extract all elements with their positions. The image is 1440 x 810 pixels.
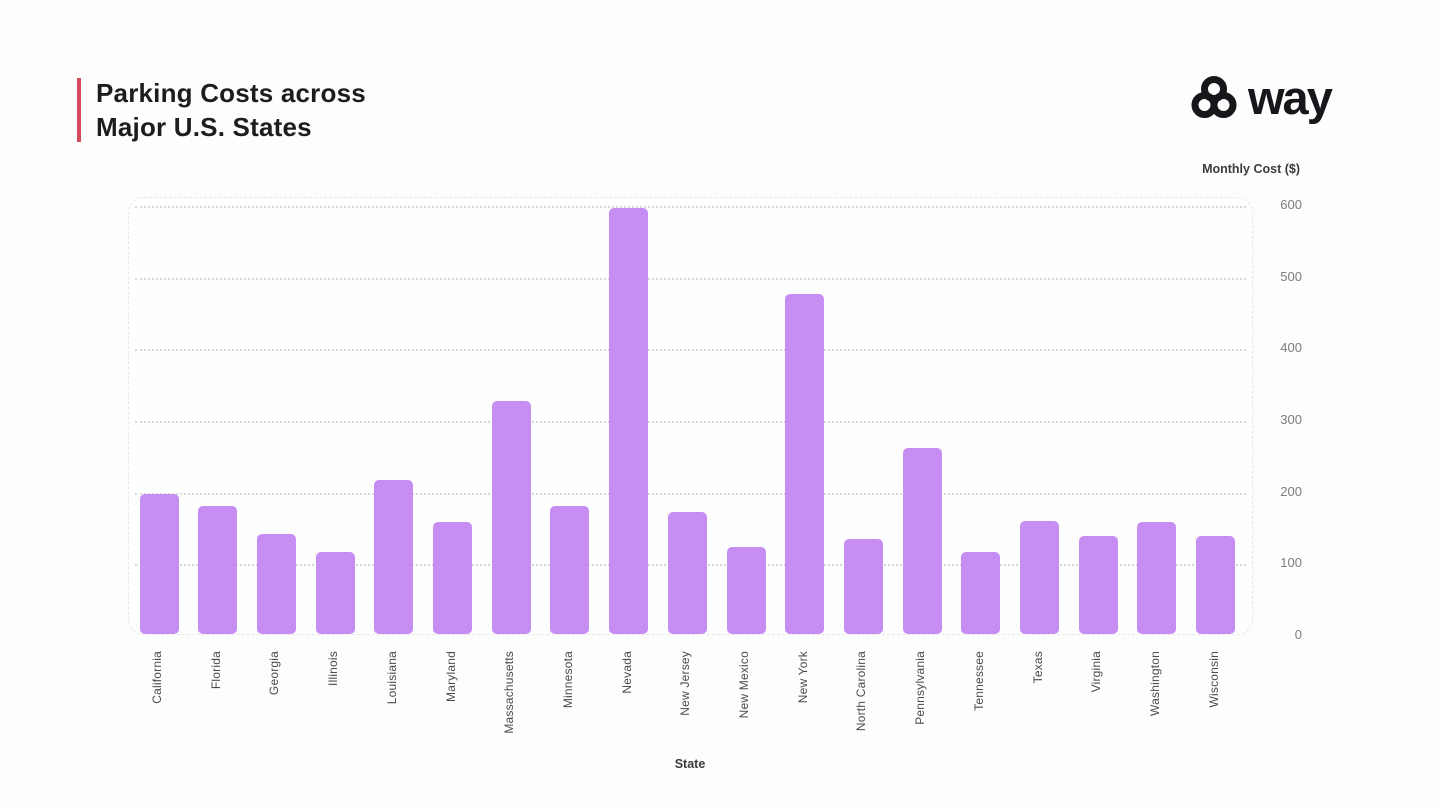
y-tick-0: 0 (1294, 627, 1302, 642)
x-label-maryland: Maryland (443, 651, 458, 702)
x-label-new-york: New York (795, 651, 810, 704)
x-label-washington: Washington (1147, 651, 1162, 716)
bar-maryland (433, 522, 472, 634)
page-title-line-1: Parking Costs across (96, 78, 366, 108)
bar-wisconsin (1196, 535, 1236, 634)
bar-illinois (315, 551, 355, 634)
x-label-massachusetts: Massachusetts (502, 651, 517, 734)
page-title-line-2: Major U.S. States (96, 112, 312, 142)
x-label-nevada: Nevada (619, 651, 634, 694)
bar-north-carolina (843, 538, 883, 634)
bar-tennessee (961, 552, 1001, 634)
x-label-wisconsin: Wisconsin (1206, 651, 1221, 708)
gridline-500 (135, 277, 1246, 280)
y-axis-title: Monthly Cost ($) (1202, 162, 1300, 176)
x-label-north-carolina: North Carolina (854, 651, 869, 732)
title-accent-bar (77, 78, 81, 142)
y-tick-200: 200 (1280, 483, 1302, 499)
x-label-georgia: Georgia (267, 651, 282, 696)
x-label-new-jersey: New Jersey (678, 651, 693, 716)
gridline-200 (135, 492, 1246, 495)
x-label-florida: Florida (208, 651, 223, 690)
bar-washington (1137, 521, 1177, 634)
gridline-600 (135, 206, 1246, 208)
y-tick-600: 600 (1280, 197, 1302, 212)
bar-california (139, 494, 179, 634)
x-label-virginia: Virginia (1089, 651, 1104, 693)
logo-wordmark: way (1248, 71, 1333, 124)
way-rings-icon (1190, 76, 1238, 120)
chart-plot-area (128, 197, 1253, 635)
x-label-minnesota: Minnesota (560, 651, 575, 709)
x-label-new-mexico: New Mexico (737, 651, 751, 719)
bar-new-york (785, 293, 825, 634)
bar-florida (198, 506, 238, 634)
bar-minnesota (550, 506, 590, 634)
x-label-pennsylvania: Pennsylvania (913, 651, 928, 725)
x-label-tennessee: Tennessee (971, 651, 986, 711)
way-logo: way (1190, 71, 1333, 124)
bar-massachusetts (491, 401, 531, 634)
x-label-illinois: Illinois (326, 651, 341, 686)
y-tick-500: 500 (1280, 268, 1302, 284)
page-title: Parking Costs across Major U.S. States (96, 76, 366, 144)
bar-georgia (256, 533, 296, 634)
bar-new-jersey (667, 512, 707, 634)
bar-virginia (1078, 535, 1118, 634)
bar-nevada (609, 207, 649, 634)
gridline-400 (135, 349, 1246, 352)
y-tick-100: 100 (1280, 555, 1302, 571)
y-tick-300: 300 (1280, 412, 1302, 427)
gridline-300 (135, 421, 1246, 423)
x-label-texas: Texas (1030, 651, 1045, 684)
x-axis-title: State (674, 757, 706, 771)
bar-new-mexico (726, 546, 766, 634)
y-tick-400: 400 (1280, 340, 1302, 356)
x-label-louisiana: Louisiana (384, 651, 399, 705)
x-label-california: California (150, 651, 164, 704)
bar-pennsylvania (902, 447, 942, 634)
bar-louisiana (374, 479, 414, 634)
bar-texas (1020, 520, 1059, 634)
